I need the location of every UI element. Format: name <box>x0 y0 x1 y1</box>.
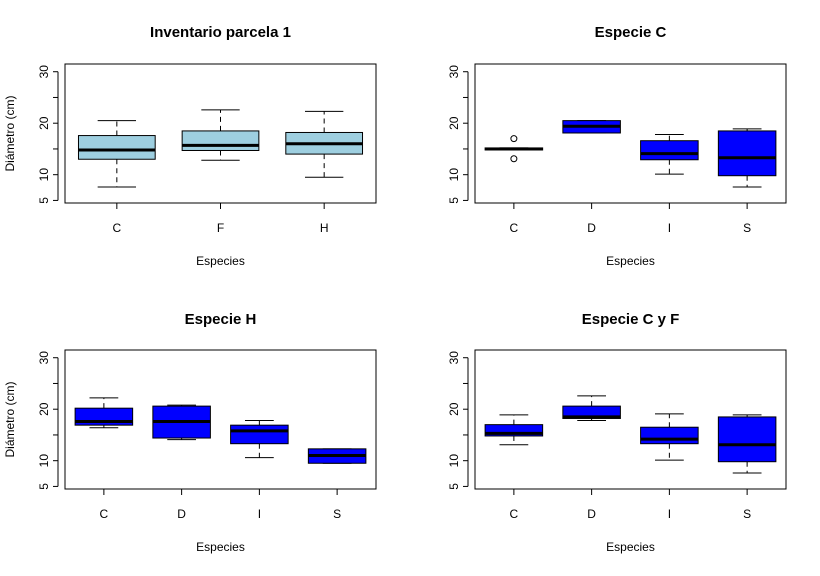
y-tick-label: 20 <box>447 402 461 416</box>
x-tick-label: S <box>743 221 751 235</box>
x-tick-label: S <box>743 507 751 521</box>
y-tick-label: 20 <box>447 116 461 130</box>
y-tick-label: 20 <box>37 116 51 130</box>
panel-title: Inventario parcela 1 <box>150 24 291 41</box>
y-tick-label: 30 <box>37 351 51 365</box>
box-S <box>717 128 777 188</box>
box-S <box>307 448 367 464</box>
box-I <box>640 134 699 175</box>
y-tick-label: 30 <box>447 351 461 365</box>
x-tick-label: S <box>333 507 341 521</box>
box-C <box>484 135 544 163</box>
box-D <box>152 404 211 441</box>
panel-1: Inventario parcela 1 5 10 20 30 Diámetro (cm)… <box>3 24 377 268</box>
plot-frame <box>64 349 377 490</box>
panel-2: Especie C 5 10 20 30 C D I S Especies <box>447 24 787 268</box>
box-F <box>181 109 260 161</box>
x-tick-label: I <box>258 507 261 521</box>
panel-4: Especie C y F 5 10 20 30 C D I S Especies <box>447 311 787 554</box>
box-D <box>562 395 621 422</box>
y-tick-label: 10 <box>447 168 461 182</box>
y-tick-label: 10 <box>37 454 51 468</box>
x-axis-label: Especies <box>196 254 245 268</box>
iqr-box <box>230 424 289 445</box>
x-tick-label: C <box>510 221 519 235</box>
box-C <box>77 120 156 188</box>
y-axis-label: Diámetro (cm) <box>3 381 17 457</box>
x-tick-label: H <box>320 221 329 235</box>
box-D <box>562 120 621 134</box>
y-tick-label: 5 <box>447 483 461 490</box>
panel-title: Especie H <box>185 311 257 328</box>
x-axis-label: Especies <box>606 254 655 268</box>
iqr-box <box>717 130 777 177</box>
x-tick-label: C <box>100 507 109 521</box>
plot-frame <box>474 349 787 490</box>
iqr-box <box>640 426 699 445</box>
iqr-box <box>484 424 544 437</box>
x-axis-label: Especies <box>196 540 245 554</box>
x-tick-label: I <box>668 221 671 235</box>
x-tick-label: D <box>177 507 186 521</box>
plot-frame <box>474 63 787 204</box>
iqr-box <box>181 130 260 151</box>
box-C <box>74 397 134 429</box>
y-tick-label: 5 <box>447 197 461 204</box>
y-tick-label: 10 <box>37 168 51 182</box>
y-tick-label: 30 <box>447 65 461 79</box>
iqr-box <box>717 416 777 463</box>
y-axis-label: Diámetro (cm) <box>3 95 17 171</box>
box-H <box>285 110 364 178</box>
y-tick-label: 5 <box>37 197 51 204</box>
box-C <box>484 414 544 446</box>
iqr-box <box>640 140 699 161</box>
iqr-box <box>77 135 156 160</box>
box-S <box>717 414 777 474</box>
panel-3: Especie H 5 10 20 30 Diámetro (cm) C D I S Especie… <box>3 311 377 554</box>
x-tick-label: D <box>587 507 596 521</box>
panel-title: Especie C <box>595 24 667 41</box>
iqr-box <box>562 405 621 419</box>
x-tick-label: C <box>510 507 519 521</box>
outlier-point <box>510 135 518 143</box>
x-tick-label: I <box>668 507 671 521</box>
x-axis-label: Especies <box>606 540 655 554</box>
y-tick-label: 30 <box>37 65 51 79</box>
outlier-point <box>510 155 518 163</box>
x-tick-label: F <box>217 221 224 235</box>
box-I <box>230 420 289 459</box>
y-tick-label: 10 <box>447 454 461 468</box>
x-tick-label: C <box>112 221 121 235</box>
y-tick-label: 20 <box>37 402 51 416</box>
panel-title: Especie C y F <box>582 311 680 328</box>
x-tick-label: D <box>587 221 596 235</box>
y-tick-label: 5 <box>37 483 51 490</box>
box-I <box>640 413 699 461</box>
